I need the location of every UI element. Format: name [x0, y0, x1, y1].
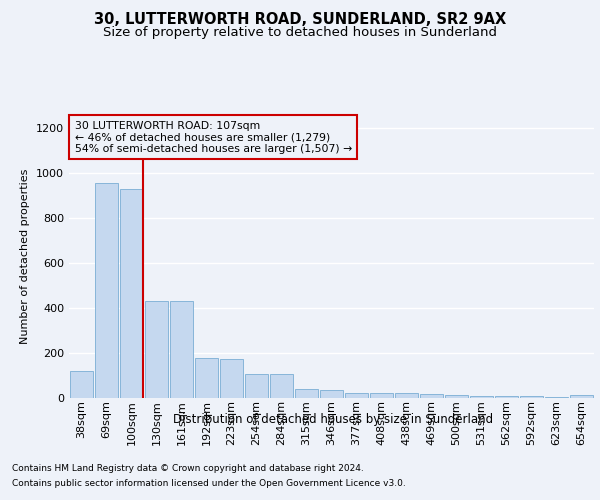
Bar	[520, 396, 543, 398]
Bar	[70, 370, 93, 398]
Bar	[220, 360, 243, 398]
Text: Distribution of detached houses by size in Sunderland: Distribution of detached houses by size …	[173, 412, 493, 426]
Bar	[295, 388, 318, 398]
Text: Contains public sector information licensed under the Open Government Licence v3: Contains public sector information licen…	[12, 479, 406, 488]
Bar	[570, 396, 593, 398]
Bar	[320, 390, 343, 398]
Bar	[95, 184, 118, 398]
Bar	[145, 301, 168, 398]
Bar	[120, 189, 143, 398]
Bar	[470, 396, 493, 398]
Bar	[245, 374, 268, 398]
Text: 30, LUTTERWORTH ROAD, SUNDERLAND, SR2 9AX: 30, LUTTERWORTH ROAD, SUNDERLAND, SR2 9A…	[94, 12, 506, 28]
Text: 30 LUTTERWORTH ROAD: 107sqm
← 46% of detached houses are smaller (1,279)
54% of : 30 LUTTERWORTH ROAD: 107sqm ← 46% of det…	[74, 120, 352, 154]
Text: Contains HM Land Registry data © Crown copyright and database right 2024.: Contains HM Land Registry data © Crown c…	[12, 464, 364, 473]
Text: Size of property relative to detached houses in Sunderland: Size of property relative to detached ho…	[103, 26, 497, 39]
Bar	[345, 392, 368, 398]
Bar	[445, 396, 468, 398]
Bar	[495, 396, 518, 398]
Bar	[545, 397, 568, 398]
Bar	[420, 394, 443, 398]
Bar	[170, 301, 193, 398]
Bar	[395, 394, 418, 398]
Bar	[370, 392, 393, 398]
Bar	[195, 358, 218, 398]
Y-axis label: Number of detached properties: Number of detached properties	[20, 168, 31, 344]
Bar	[270, 374, 293, 398]
